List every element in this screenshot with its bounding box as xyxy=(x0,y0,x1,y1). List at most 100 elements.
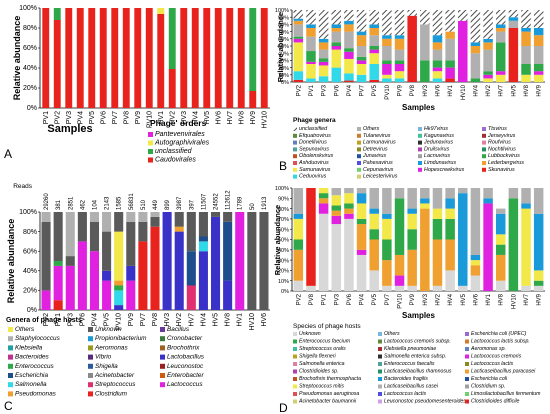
bar-pv2-skunavirus xyxy=(293,79,304,82)
bar-hv2-unknown xyxy=(174,212,184,227)
legend-swatch xyxy=(148,149,153,154)
legend-swatch xyxy=(293,140,297,145)
legend-label: Jerseyvirus xyxy=(487,133,516,139)
legend-swatch xyxy=(88,354,93,360)
bar-pv3-unknown xyxy=(65,256,75,266)
legend-label: Pahexavirus xyxy=(363,160,393,166)
bar-hv9-samunavirus xyxy=(533,74,544,82)
bar-hv8-lacticaseibacillus-casei xyxy=(495,208,506,214)
bar-pv3-streptococcus-mitis xyxy=(331,195,342,206)
bar-hv5-unclassified xyxy=(508,10,519,18)
bar-pv3-unclassified xyxy=(318,10,329,39)
bar-pv8-unknown xyxy=(150,216,160,227)
bar-pv5-staphylococcus xyxy=(102,212,112,232)
x-tick-label: PV8 xyxy=(123,111,130,124)
bar-hv6-lubbockvirus xyxy=(432,60,443,68)
bar-pv3-lubbockvirus xyxy=(318,58,329,62)
y-tick-label: 60% xyxy=(278,37,289,43)
bar-hv1-autographivirales xyxy=(157,8,165,14)
bar-hv1-unclassified xyxy=(445,10,455,32)
legend-swatch xyxy=(8,345,13,351)
legend-swatch xyxy=(8,327,13,332)
legend-label: Brochothrix thermosphacta xyxy=(299,376,361,382)
bar-pv3-ceduovirus xyxy=(318,76,329,82)
legend-label: Leuconostoc xyxy=(167,363,204,370)
x-tick-label: HV9 xyxy=(537,84,543,96)
legend-label: Lactococcus cremoris subsp. xyxy=(384,339,451,345)
x-tick-label: PV5 xyxy=(372,293,378,305)
legend-label: Lubbockvirus xyxy=(488,153,520,159)
bar-hv2-samunavirus xyxy=(483,78,493,82)
legend-swatch xyxy=(465,347,469,351)
x-tick-label: PV2 xyxy=(296,84,302,96)
legend-swatch xyxy=(418,147,422,152)
x-tick-label: PV7 xyxy=(112,111,119,124)
bar-pv2-limdunavirus xyxy=(293,18,304,21)
legend-swatch xyxy=(418,127,422,131)
bar-pv1-hopescreekvirus xyxy=(306,61,316,64)
bar-pv1-unknown xyxy=(318,213,329,291)
y-axis-label: Relative abundance xyxy=(12,16,22,101)
legend-label: Enterococcus xyxy=(15,363,55,370)
bar-pv9-unknown xyxy=(126,221,136,266)
legend-swatch xyxy=(8,336,13,342)
legend-swatch xyxy=(293,133,297,138)
panel-c: 0% 20% 40% 60% 80% 100% PV2 PV1 PV3 PV6 PV4 PV5 PV10… xyxy=(4,183,270,413)
bar-hv4-lactobacillus xyxy=(198,251,208,310)
bar-pv4-lederbergvirus xyxy=(344,24,354,32)
legend-swatch xyxy=(88,336,93,342)
legend-label: Enterococcus faecalis xyxy=(384,361,435,367)
x-tick-label: PV4 xyxy=(347,84,353,96)
legend-swatch xyxy=(482,147,486,152)
bar-pv10-samunavirus xyxy=(382,74,392,79)
bar-hv8-limdunavirus xyxy=(521,28,531,32)
panel-label: B xyxy=(279,159,287,173)
bar-pv7-hopescreekvirus xyxy=(356,60,367,64)
legend-swatch xyxy=(88,345,93,351)
bar-pv5-skunavirus xyxy=(369,79,379,82)
legend-label: Shigella xyxy=(95,363,118,370)
bar-hv3-streptococcus-mitis xyxy=(420,203,430,209)
legend-label: Bacteroides fragilis xyxy=(384,376,428,382)
bar-pv2-unclassified xyxy=(293,10,304,19)
legend-title: Species of phage hosts xyxy=(293,323,361,330)
legend-swatch xyxy=(293,399,297,404)
x-tick-label: HV9 xyxy=(250,111,257,125)
bar-pv9-lactococcus xyxy=(126,280,136,310)
legend-swatch xyxy=(465,399,469,404)
bar-hv1-lederbergvirus xyxy=(445,31,455,39)
legend-swatch xyxy=(293,161,297,165)
x-tick-label: HV10 xyxy=(511,293,517,309)
bar-pv4-unclassified xyxy=(344,10,354,21)
bar-pv3-lederbergvirus xyxy=(318,42,329,50)
x-tick-label: PV1 xyxy=(55,313,62,326)
bar-hv8-lederbergvirus xyxy=(521,31,531,46)
x-tick-label: HV10 xyxy=(249,313,256,331)
legend-swatch xyxy=(418,161,422,165)
bar-hv4-lederbergvirus xyxy=(470,46,481,54)
legend-swatch xyxy=(293,384,297,389)
legend-label: Obolenskvirus xyxy=(299,153,333,159)
bar-hv8-streptococcus-mitis xyxy=(495,234,506,245)
bar-hv5-lacticaseibacillus-casei xyxy=(458,188,468,194)
y-axis-label: Relative abundance xyxy=(273,205,282,275)
bar-hv8-bacteroides-fragilis xyxy=(495,213,506,235)
y-tick-label: 20% xyxy=(278,269,289,275)
legend-swatch xyxy=(160,327,165,332)
y-tick-label: 30% xyxy=(278,59,289,65)
bar-hv1-skunavirus xyxy=(445,78,455,82)
legend-swatch xyxy=(378,392,382,396)
bar-pv6-enterococcus-faecium xyxy=(344,203,354,209)
x-tick-label: PV10 xyxy=(146,111,153,128)
bar-hv10-enterococcus-faecium xyxy=(508,198,519,291)
bar-pv2-streptococcus-mitis xyxy=(293,218,304,240)
bar-pv10-lactobacillus xyxy=(114,305,124,310)
bar-pv2-ceduovirus xyxy=(293,71,304,80)
y-tick-label: 0% xyxy=(281,80,289,86)
y-tick-label: 40% xyxy=(23,268,37,275)
y-tick-label: 40% xyxy=(278,51,289,57)
legend-swatch xyxy=(88,363,93,369)
bar-pv10-lederbergvirus xyxy=(382,38,392,46)
bar-hv1-hopescreekvirus xyxy=(445,67,455,79)
bar-pv7-streptococcus-mitis xyxy=(382,218,392,240)
